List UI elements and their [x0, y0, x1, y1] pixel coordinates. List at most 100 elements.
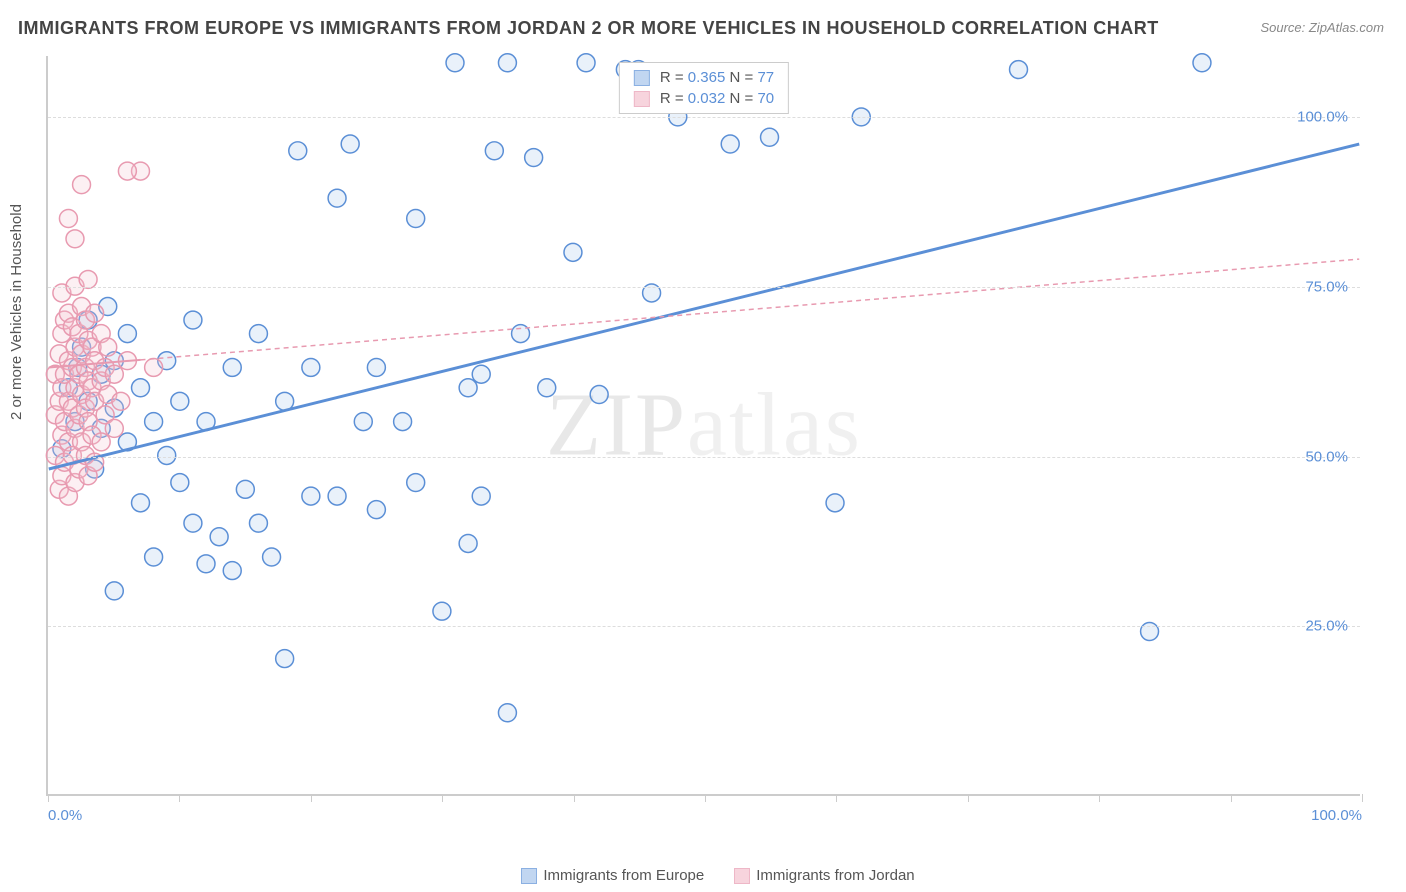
gridline-h	[48, 117, 1360, 118]
data-point-europe	[721, 135, 739, 153]
gridline-h	[48, 457, 1360, 458]
source-prefix: Source:	[1260, 20, 1308, 35]
data-point-europe	[132, 379, 150, 397]
data-point-europe	[223, 562, 241, 580]
chart-title: IMMIGRANTS FROM EUROPE VS IMMIGRANTS FRO…	[18, 18, 1159, 39]
x-tick	[836, 794, 837, 802]
data-point-europe	[302, 487, 320, 505]
stats-legend: R = 0.365 N = 77R = 0.032 N = 70	[619, 62, 789, 114]
data-point-jordan	[79, 270, 97, 288]
data-point-jordan	[86, 304, 104, 322]
correlation-chart: IMMIGRANTS FROM EUROPE VS IMMIGRANTS FRO…	[0, 0, 1406, 892]
swatch-icon	[521, 868, 537, 884]
x-tick	[574, 794, 575, 802]
data-point-europe	[367, 358, 385, 376]
data-point-europe	[1193, 54, 1211, 72]
data-point-europe	[118, 325, 136, 343]
data-point-europe	[171, 474, 189, 492]
x-tick	[48, 794, 49, 802]
n-value: 70	[757, 90, 774, 107]
data-point-europe	[328, 189, 346, 207]
data-point-europe	[354, 413, 372, 431]
r-label: R =	[660, 90, 688, 107]
data-point-europe	[145, 413, 163, 431]
data-point-europe	[236, 480, 254, 498]
data-point-europe	[433, 602, 451, 620]
data-point-europe	[249, 514, 267, 532]
data-point-europe	[184, 311, 202, 329]
data-point-europe	[145, 548, 163, 566]
x-tick	[1099, 794, 1100, 802]
data-point-europe	[197, 555, 215, 573]
data-point-jordan	[66, 230, 84, 248]
data-point-europe	[289, 142, 307, 160]
data-point-europe	[184, 514, 202, 532]
legend-label-europe: Immigrants from Europe	[543, 867, 704, 884]
y-tick-label: 50.0%	[1305, 448, 1348, 465]
data-point-europe	[498, 704, 516, 722]
x-tick	[311, 794, 312, 802]
data-point-europe	[538, 379, 556, 397]
x-tick	[179, 794, 180, 802]
x-tick-label: 100.0%	[1311, 807, 1362, 824]
data-point-europe	[761, 128, 779, 146]
data-point-jordan	[112, 392, 130, 410]
data-point-europe	[210, 528, 228, 546]
x-tick	[1231, 794, 1232, 802]
data-point-europe	[341, 135, 359, 153]
r-label: R =	[660, 69, 688, 86]
n-label: N =	[725, 69, 757, 86]
swatch-icon	[734, 868, 750, 884]
legend-label-jordan: Immigrants from Jordan	[756, 867, 914, 884]
data-point-europe	[459, 379, 477, 397]
data-point-jordan	[92, 433, 110, 451]
data-point-europe	[472, 365, 490, 383]
data-point-europe	[367, 501, 385, 519]
data-point-europe	[446, 54, 464, 72]
data-point-europe	[276, 650, 294, 668]
gridline-h	[48, 287, 1360, 288]
data-point-europe	[1141, 623, 1159, 641]
data-point-europe	[459, 535, 477, 553]
data-point-jordan	[105, 419, 123, 437]
swatch-icon	[634, 70, 650, 86]
x-tick	[442, 794, 443, 802]
data-point-europe	[564, 243, 582, 261]
data-point-europe	[826, 494, 844, 512]
data-point-jordan	[73, 176, 91, 194]
data-point-europe	[394, 413, 412, 431]
data-point-europe	[105, 582, 123, 600]
data-point-jordan	[99, 338, 117, 356]
data-point-europe	[328, 487, 346, 505]
trend-line-dashed-jordan	[141, 259, 1360, 360]
data-point-europe	[171, 392, 189, 410]
y-tick-label: 75.0%	[1305, 278, 1348, 295]
data-point-europe	[223, 358, 241, 376]
series-legend: Immigrants from Europe Immigrants from Jo…	[0, 867, 1406, 884]
data-point-europe	[485, 142, 503, 160]
plot-svg	[48, 56, 1360, 794]
source-link[interactable]: ZipAtlas.com	[1309, 20, 1384, 35]
plot-area: ZIPatlas R = 0.365 N = 77R = 0.032 N = 7…	[46, 56, 1360, 796]
gridline-h	[48, 626, 1360, 627]
source-attribution: Source: ZipAtlas.com	[1260, 20, 1384, 35]
n-label: N =	[725, 90, 757, 107]
data-point-europe	[1010, 61, 1028, 79]
data-point-europe	[407, 474, 425, 492]
data-point-jordan	[105, 365, 123, 383]
stats-row-europe: R = 0.365 N = 77	[620, 67, 788, 88]
data-point-europe	[132, 494, 150, 512]
data-point-jordan	[59, 210, 77, 228]
n-value: 77	[757, 69, 774, 86]
data-point-europe	[249, 325, 267, 343]
x-tick-label: 0.0%	[48, 807, 82, 824]
data-point-jordan	[118, 162, 136, 180]
data-point-europe	[263, 548, 281, 566]
r-value: 0.032	[688, 90, 726, 107]
data-point-europe	[472, 487, 490, 505]
data-point-europe	[158, 446, 176, 464]
swatch-icon	[634, 91, 650, 107]
r-value: 0.365	[688, 69, 726, 86]
data-point-europe	[590, 386, 608, 404]
trend-line-europe	[49, 144, 1359, 469]
